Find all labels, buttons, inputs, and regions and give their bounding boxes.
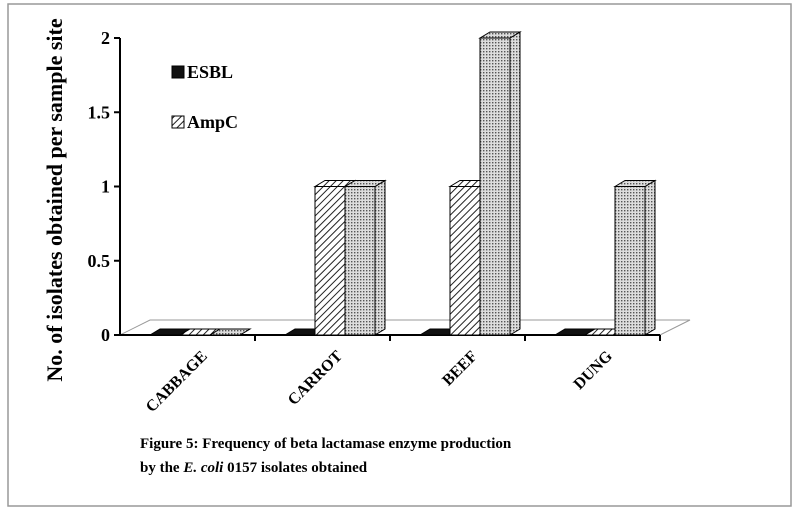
bar xyxy=(343,179,387,336)
x-tick-label: BEEF xyxy=(439,348,481,390)
caption-italic: E. coli xyxy=(182,460,224,476)
legend-label: ESBL xyxy=(187,62,233,82)
bar-front xyxy=(344,186,376,336)
bar-top xyxy=(613,180,657,187)
y-tick-label: 1.5 xyxy=(88,102,111,122)
bar-side xyxy=(509,31,521,336)
y-tick-label: 1 xyxy=(101,177,110,197)
caption-text: by the xyxy=(140,460,183,476)
bar-top xyxy=(208,328,252,336)
bar-top xyxy=(478,31,522,39)
x-tick-label: CABBAGE xyxy=(143,348,211,416)
bar xyxy=(208,328,252,336)
bar-front xyxy=(614,186,646,336)
bar-front xyxy=(449,186,481,336)
bar-front xyxy=(314,186,346,336)
legend-swatch xyxy=(171,65,185,79)
y-tick-label: 0.5 xyxy=(88,251,111,271)
caption-line: by the E. coli 0157 isolates obtained xyxy=(140,460,368,476)
bar-side xyxy=(374,179,386,336)
y-axis-label: No. of isolates obtained per sample site xyxy=(42,18,67,381)
x-tick-label: DUNG xyxy=(570,347,616,393)
bar-top xyxy=(343,180,387,187)
legend-label: AmpC xyxy=(187,112,238,132)
legend-swatch xyxy=(171,115,185,129)
x-tick-label: CARROT xyxy=(285,348,346,409)
bar-front xyxy=(479,37,511,336)
bar-side xyxy=(644,179,656,336)
caption-line: Figure 5: Frequency of beta lactamase en… xyxy=(140,436,512,452)
plot-area: 0 0.5 1 1.5 2 CABBAGE CARROT BEEF DUNG ESBL AmpC xyxy=(88,28,691,416)
caption-text: 0157 isolates obtained xyxy=(223,460,367,476)
bar xyxy=(613,179,657,336)
bar xyxy=(478,31,522,336)
y-tick-label: 0 xyxy=(101,325,110,345)
y-tick-label: 2 xyxy=(101,28,110,48)
frame xyxy=(7,3,792,507)
